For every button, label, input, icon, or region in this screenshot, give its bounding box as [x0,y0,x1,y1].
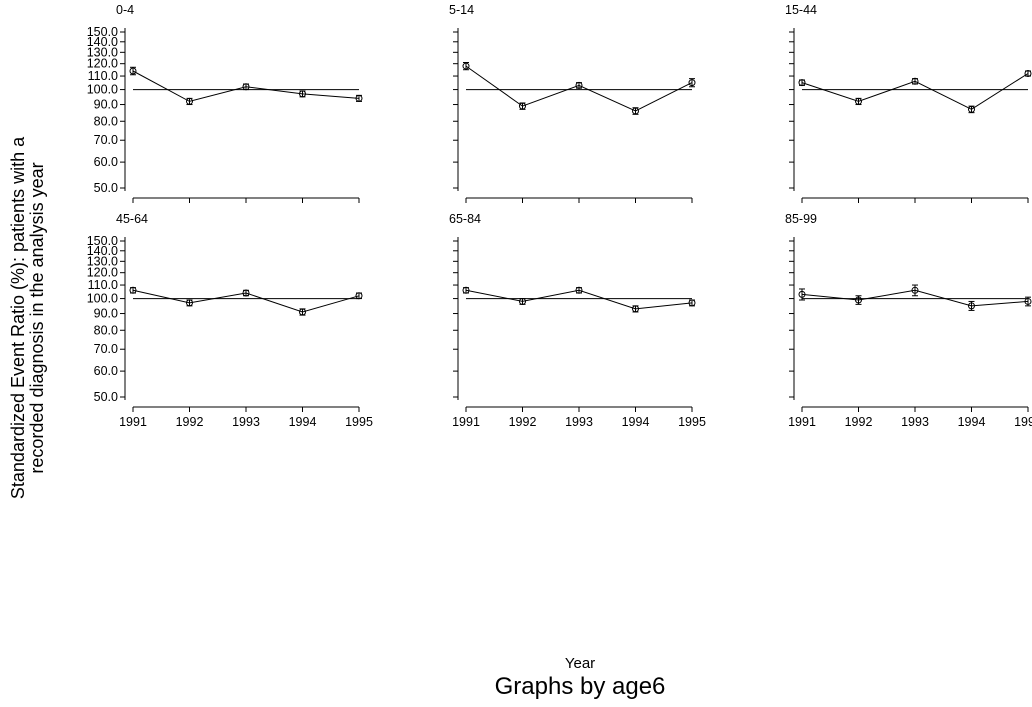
y-tick-label: 70.0 [94,133,118,147]
y-tick-label: 130.0 [87,45,118,59]
y-tick-label: 100.0 [87,83,118,97]
panel-2: 15-44 [785,3,1032,203]
data-point [186,299,193,307]
data-point [911,286,919,294]
data-point [129,67,137,75]
panel-title: 15-44 [785,3,817,17]
data-point [575,81,583,89]
y-tick-label: 50.0 [94,181,118,195]
data-point [519,102,526,110]
data-point [355,94,363,102]
x-tick-label: 1995 [678,415,706,429]
x-tick-label: 1992 [845,415,873,429]
data-point [519,297,526,305]
y-tick-label: 70.0 [94,342,118,356]
data-point [129,286,137,294]
y-tick-label: 110.0 [88,278,118,292]
data-point [688,79,696,87]
panel-4: 65-84 1991 1992 1993 1994 1995 [449,212,706,429]
y-tick-label: 140.0 [87,244,118,258]
data-point [798,79,806,87]
data-point [575,286,583,294]
x-tick-label: 1994 [289,415,317,429]
panels-group: 0-450.060.070.080.090.0100.0110.0120.013… [87,3,1032,429]
data-point [1024,297,1032,305]
x-tick-label: 1993 [565,415,593,429]
data-point [242,289,250,297]
data-point [242,83,250,91]
x-tick-label: 1992 [509,415,537,429]
x-tick-label: 1994 [622,415,650,429]
x-tick-label: 1995 [345,415,373,429]
y-tick-label: 80.0 [94,114,118,128]
x-tick-label: 1991 [788,415,816,429]
data-point [968,105,975,113]
y-tick-label: 100.0 [87,292,118,306]
y-tick-label: 60.0 [94,155,118,169]
panel-title: 45-64 [116,212,148,226]
y-tick-label: 90.0 [94,98,118,112]
x-axis-title: Year [565,655,595,672]
panel-title: 85-99 [785,212,817,226]
y-tick-label: 50.0 [94,390,118,404]
data-point [798,290,806,298]
x-tick-label: 1992 [176,415,204,429]
x-tick-label: 1991 [119,415,147,429]
y-tick-label: 130.0 [87,254,118,268]
data-point [462,286,470,294]
x-tick-label: 1993 [232,415,260,429]
y-tick-label: 90.0 [94,307,118,321]
data-point [688,299,696,307]
y-tick-label: 150.0 [87,234,118,248]
data-point [855,296,862,304]
panel-3: 45-64 50.0 60.0 70.0 80.0 90.0100.0110.0120.0… [87,212,373,429]
panel-title: 0-4 [116,3,134,17]
data-point [462,62,470,70]
x-tick-label: 1993 [901,415,929,429]
panel-title: 65-84 [449,212,481,226]
data-point [632,305,639,313]
y-tick-label: 140.0 [87,35,118,49]
data-point [632,107,639,115]
y-axis-title-line-1: Standardized Event Ratio (%): patients w… [8,136,28,499]
data-point [355,292,363,300]
panel-title: 5-14 [449,3,474,17]
panel-5: 85-99 1991 1992 1993 1994 1995 [785,212,1032,429]
data-point [299,90,306,98]
y-tick-label: 110.0 [88,69,118,83]
y-tick-label: 120.0 [87,266,118,280]
x-tick-label: 1995 [1014,415,1032,429]
data-point [299,308,306,316]
y-tick-label: 80.0 [94,323,118,337]
y-tick-label: 60.0 [94,364,118,378]
panel-1: 5-14 [449,3,696,203]
by-note: Graphs by age6 [495,673,666,700]
data-point [968,302,975,310]
x-tick-label: 1991 [452,415,480,429]
y-axis-title-line-2: recorded diagnosis in the analysis year [27,162,47,473]
y-tick-label: 150.0 [87,25,118,39]
data-point [1024,69,1032,77]
y-tick-label: 120.0 [87,57,118,71]
x-tick-label: 1994 [958,415,986,429]
data-point [855,97,862,105]
data-point [186,97,193,105]
panel-0: 0-4 50.0 60.0 70.0 80.0 90.0100.0110.0120.013… [87,3,363,203]
data-point [911,77,919,85]
